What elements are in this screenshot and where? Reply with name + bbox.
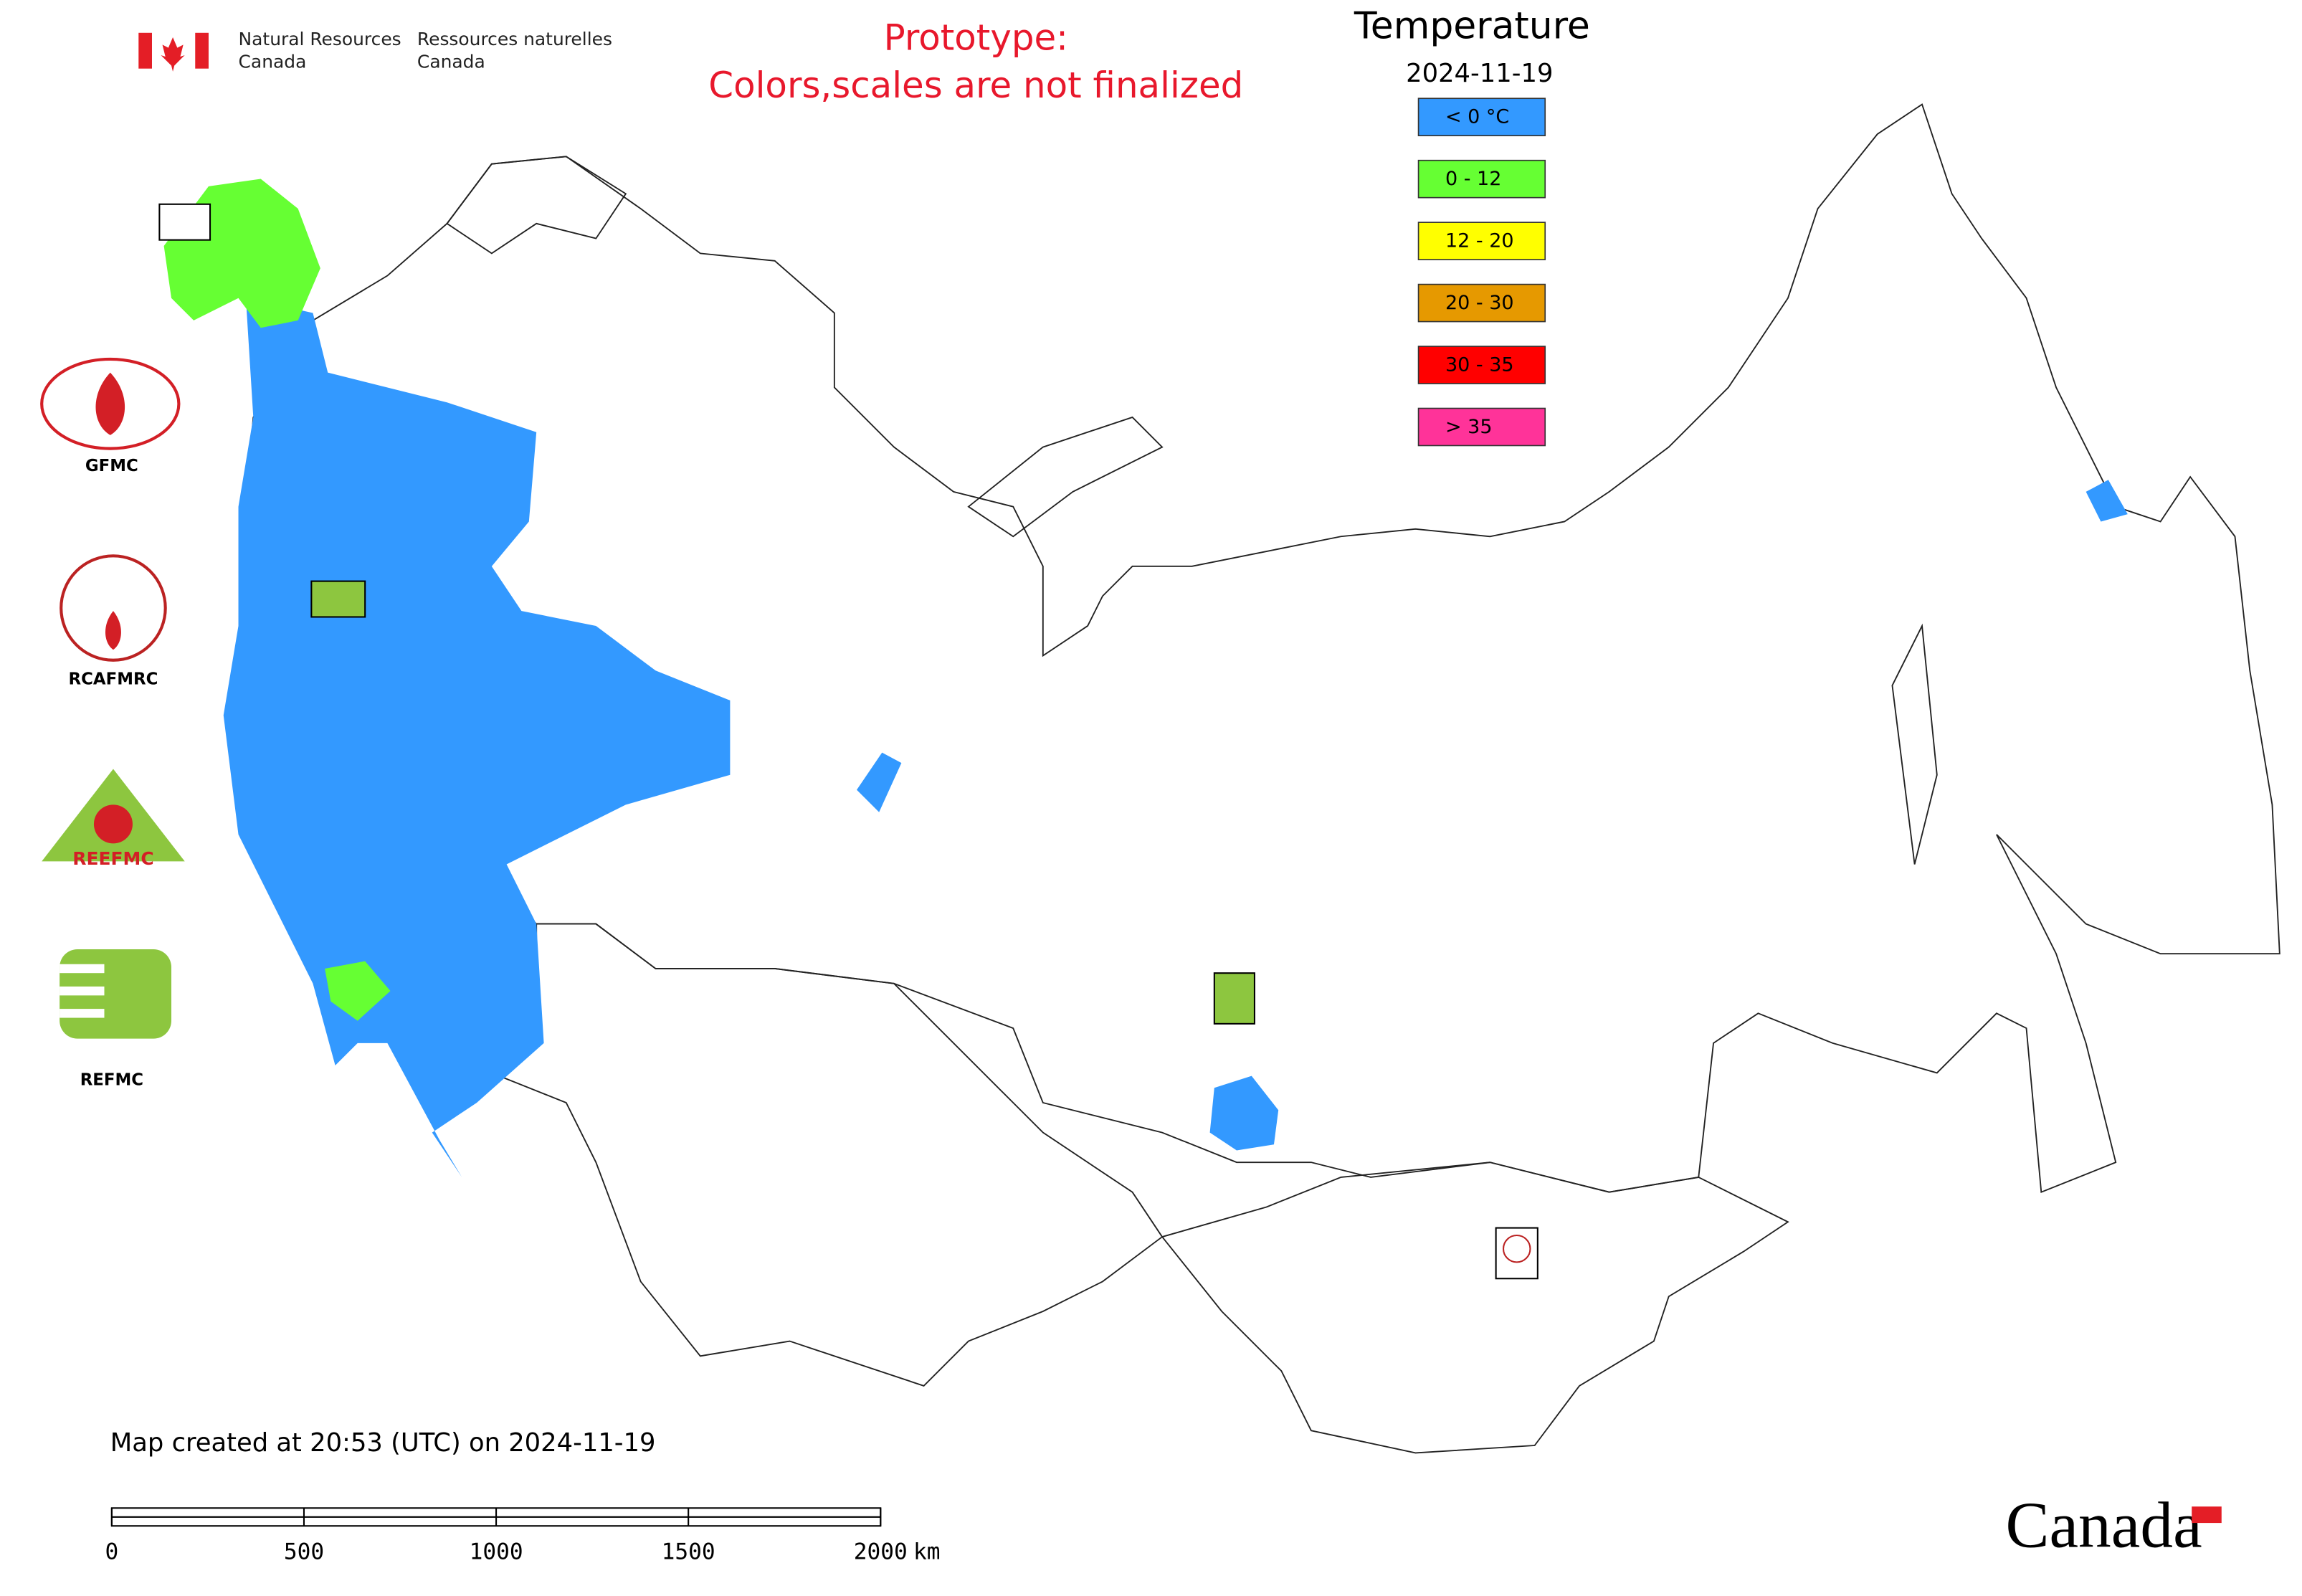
notice: Prototype: bbox=[884, 17, 1068, 59]
legend-label: 20 - 30 bbox=[1445, 292, 1514, 314]
scale-bar: 0 500 1000 1500 2000 km bbox=[105, 1507, 941, 1565]
legend-label: 12 - 20 bbox=[1445, 230, 1514, 252]
refmc-stripe bbox=[60, 1009, 105, 1018]
maple-leaf bbox=[161, 37, 185, 72]
refmc-stripe bbox=[60, 964, 105, 974]
legend-title: Temperature bbox=[1354, 5, 1590, 48]
basemap bbox=[244, 103, 2280, 1454]
legend-date: 2024-11-19 bbox=[1406, 59, 1553, 88]
agency-en: Canada bbox=[239, 51, 307, 72]
legend-swatch bbox=[1417, 222, 1546, 260]
scale-label: 2000 bbox=[854, 1539, 908, 1565]
legend-label: 30 - 35 bbox=[1445, 354, 1514, 376]
mild-area bbox=[163, 179, 320, 328]
header: Natural Resources Canada Ressources natu… bbox=[138, 17, 1243, 106]
rcafmrc-logo bbox=[60, 554, 167, 662]
legend: Temperature 2024-11-19 < 0 °C 0 - 12 12 - … bbox=[1354, 5, 1590, 447]
scandinavia bbox=[446, 156, 627, 255]
agency-fr: Ressources naturelles bbox=[417, 29, 612, 49]
legend-label: < 0 °C bbox=[1445, 106, 1509, 128]
logo-label: RCAFMRC bbox=[69, 670, 158, 688]
gfmc-flame bbox=[95, 372, 125, 435]
wordmark-flag bbox=[2192, 1506, 2222, 1524]
logo-label: GFMC bbox=[85, 457, 138, 475]
marker bbox=[1213, 972, 1255, 1025]
logo-label: REFMC bbox=[80, 1070, 143, 1089]
agency-en: Natural Resources bbox=[239, 29, 401, 49]
legend-swatch bbox=[1417, 283, 1546, 323]
marker bbox=[310, 580, 366, 618]
reefmc-emblem bbox=[93, 804, 133, 844]
notice: Colors,scales are not finalized bbox=[708, 65, 1243, 106]
legend-swatch bbox=[1417, 98, 1546, 137]
legend-label: 0 - 12 bbox=[1445, 168, 1501, 190]
refmc-stripe bbox=[60, 986, 105, 996]
mild-area bbox=[325, 961, 391, 1021]
temperature-field bbox=[163, 179, 2128, 1177]
logos: GFMC RCAFMRC REEFMC REFMC bbox=[40, 203, 1538, 1280]
mongolia-outline bbox=[1161, 1162, 1789, 1454]
created-note: Map created at 20:53 (UTC) on 2024-11-19 bbox=[110, 1428, 656, 1458]
sakhalin bbox=[1891, 623, 1938, 865]
flag-bar bbox=[138, 32, 152, 69]
scale-label: 1000 bbox=[470, 1539, 523, 1565]
legend-swatch bbox=[1417, 159, 1546, 199]
scale-label: 1500 bbox=[662, 1539, 715, 1565]
legend-swatch bbox=[1417, 407, 1546, 447]
scale-unit: km bbox=[913, 1539, 941, 1565]
agency-fr: Canada bbox=[417, 51, 485, 72]
marker bbox=[1495, 1227, 1538, 1280]
marker bbox=[158, 203, 211, 241]
flag-bar bbox=[195, 32, 209, 69]
cold-area bbox=[1209, 1075, 1279, 1151]
scale-label: 500 bbox=[284, 1539, 324, 1565]
rcafmrc-flame bbox=[105, 611, 121, 650]
gfmc-logo bbox=[40, 357, 181, 450]
legend-swatch bbox=[1417, 346, 1546, 384]
cold-area bbox=[2085, 480, 2128, 522]
logo-label: REEFMC bbox=[72, 848, 153, 869]
scale-label: 0 bbox=[105, 1539, 118, 1565]
legend-label: > 35 bbox=[1445, 416, 1493, 438]
wordmark: Canada bbox=[2005, 1489, 2202, 1562]
cold-area bbox=[857, 752, 902, 812]
cold-area bbox=[223, 298, 731, 1177]
novaya-zemlya bbox=[967, 416, 1164, 538]
central-asia-outline bbox=[446, 923, 1164, 1387]
marker-emblem bbox=[1502, 1234, 1531, 1263]
